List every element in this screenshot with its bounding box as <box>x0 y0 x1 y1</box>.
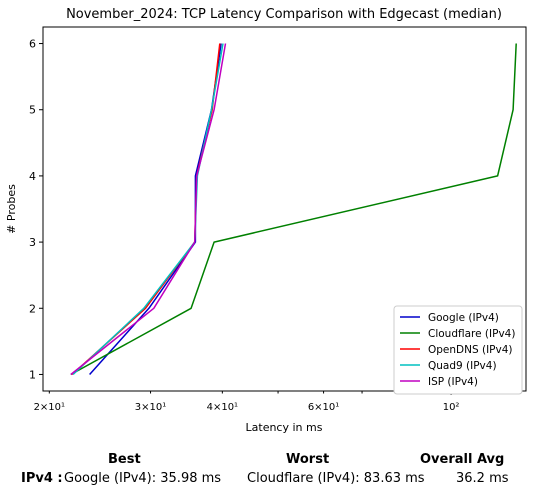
legend: Google (IPv4) Cloudflare (IPv4) OpenDNS (I… <box>393 305 523 395</box>
legend-label: OpenDNS (IPv4) <box>428 344 513 356</box>
legend-label: Google (IPv4) <box>428 312 499 324</box>
series-line-cloudflare-ipv4 <box>70 43 517 376</box>
latency-chart: November_2024: TCP Latency Comparison wi… <box>5 7 527 434</box>
y-axis-label: # Probes <box>5 184 18 234</box>
y-tick-label: 4 <box>29 170 36 183</box>
y-tick-label: 1 <box>29 368 36 381</box>
x-tick-label: 6×10¹ <box>308 402 339 413</box>
summary-worst-value: Cloudflare (IPv4): 83.63 ms <box>247 471 425 486</box>
legend-label: Cloudflare (IPv4) <box>428 328 515 340</box>
summary-avg-header: Overall Avg <box>420 452 505 467</box>
summary-row-label: IPv4 : <box>21 471 63 486</box>
series-line-isp-ipv4 <box>70 43 227 376</box>
plot-frame <box>42 26 527 392</box>
y-tick-label: 5 <box>29 104 36 117</box>
x-tick-label: 4×10¹ <box>207 402 238 413</box>
legend-label: Quad9 (IPv4) <box>428 360 497 372</box>
legend-label: ISP (IPv4) <box>428 376 478 388</box>
y-tick-label: 6 <box>29 38 36 51</box>
summary-worst-header: Worst <box>286 452 330 467</box>
y-tick-label: 3 <box>29 236 36 249</box>
x-tick-label: 2×10¹ <box>34 402 65 413</box>
series-line-opendns-ipv4 <box>71 43 221 376</box>
legend-box <box>393 305 523 395</box>
x-tick-label: 10² <box>443 402 460 413</box>
series-line-quad9-ipv4 <box>72 43 224 376</box>
x-tick-label: 3×10¹ <box>135 402 166 413</box>
y-tick-label: 2 <box>29 302 36 315</box>
summary-best-header: Best <box>108 452 141 467</box>
series-line-google-ipv4 <box>89 43 222 376</box>
x-axis-label: Latency in ms <box>246 421 323 434</box>
chart-title: November_2024: TCP Latency Comparison wi… <box>66 7 502 22</box>
summary-best-value: Google (IPv4): 35.98 ms <box>64 471 222 486</box>
summary-avg-value: 36.2 ms <box>456 471 509 486</box>
